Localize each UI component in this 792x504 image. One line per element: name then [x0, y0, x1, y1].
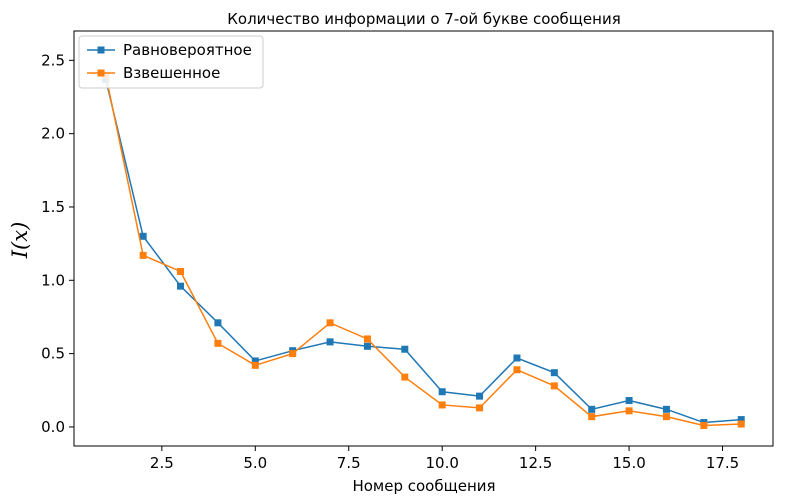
data-point — [401, 373, 409, 381]
y-tick-label: 1.5 — [41, 198, 65, 216]
legend-box — [78, 35, 264, 89]
data-point — [139, 251, 147, 259]
data-point — [177, 282, 185, 290]
y-tick-label: 0.5 — [41, 345, 65, 363]
data-point — [251, 357, 259, 365]
data-point — [401, 345, 409, 353]
data-point — [326, 338, 334, 346]
x-tick-label: 12.5 — [519, 454, 552, 472]
data-point — [214, 319, 222, 327]
y-axis-label: I(x) — [8, 222, 32, 260]
data-point — [737, 420, 745, 428]
legend-marker — [97, 69, 105, 77]
data-point — [363, 342, 371, 350]
legend-label: Равновероятное — [123, 41, 252, 59]
data-point — [588, 405, 596, 413]
data-point — [177, 267, 185, 275]
data-point — [476, 404, 484, 412]
data-point — [251, 361, 259, 369]
x-tick-label: 10.0 — [425, 454, 458, 472]
y-axis: 0.0 0.5 1.0 1.5 2.0 2.5 — [41, 51, 74, 436]
legend-marker — [97, 46, 105, 54]
x-tick-label: 17.5 — [706, 454, 739, 472]
data-point — [438, 388, 446, 396]
x-tick-label: 15.0 — [612, 454, 645, 472]
data-point — [513, 366, 521, 374]
data-point — [662, 413, 670, 421]
x-tick-label: 5.0 — [243, 454, 267, 472]
y-tick-label: 2.0 — [41, 125, 65, 143]
data-point — [588, 413, 596, 421]
x-axis-label: Номер сообщения — [352, 477, 495, 495]
legend: Равновероятное Взвешенное — [78, 35, 264, 89]
data-point — [326, 319, 334, 327]
series-line-2 — [105, 74, 742, 427]
data-point — [700, 421, 708, 429]
y-tick-label: 0.0 — [41, 418, 65, 436]
data-point — [550, 369, 558, 377]
x-tick-label: 7.5 — [337, 454, 361, 472]
data-point — [214, 339, 222, 347]
data-point — [550, 382, 558, 390]
y-tick-label: 2.5 — [41, 51, 65, 69]
data-point — [476, 392, 484, 400]
plot-area — [73, 30, 774, 447]
data-point — [737, 416, 745, 424]
y-tick-label: 1.0 — [41, 271, 65, 289]
data-point — [662, 405, 670, 413]
x-axis: 2.5 5.0 7.5 10.0 12.5 15.0 17.5 — [150, 446, 739, 472]
axes-frame — [73, 30, 774, 447]
data-point — [289, 350, 297, 358]
x-tick-label: 2.5 — [150, 454, 174, 472]
series-line-1 — [105, 79, 742, 424]
series-layer — [102, 71, 745, 429]
chart-title: Количество информации о 7-ой букве сообщ… — [227, 10, 621, 28]
legend-label: Взвешенное — [123, 64, 220, 82]
data-point — [438, 401, 446, 409]
data-point — [625, 397, 633, 405]
data-point — [625, 407, 633, 415]
data-point — [513, 354, 521, 362]
data-point — [139, 232, 147, 240]
data-point — [363, 335, 371, 343]
